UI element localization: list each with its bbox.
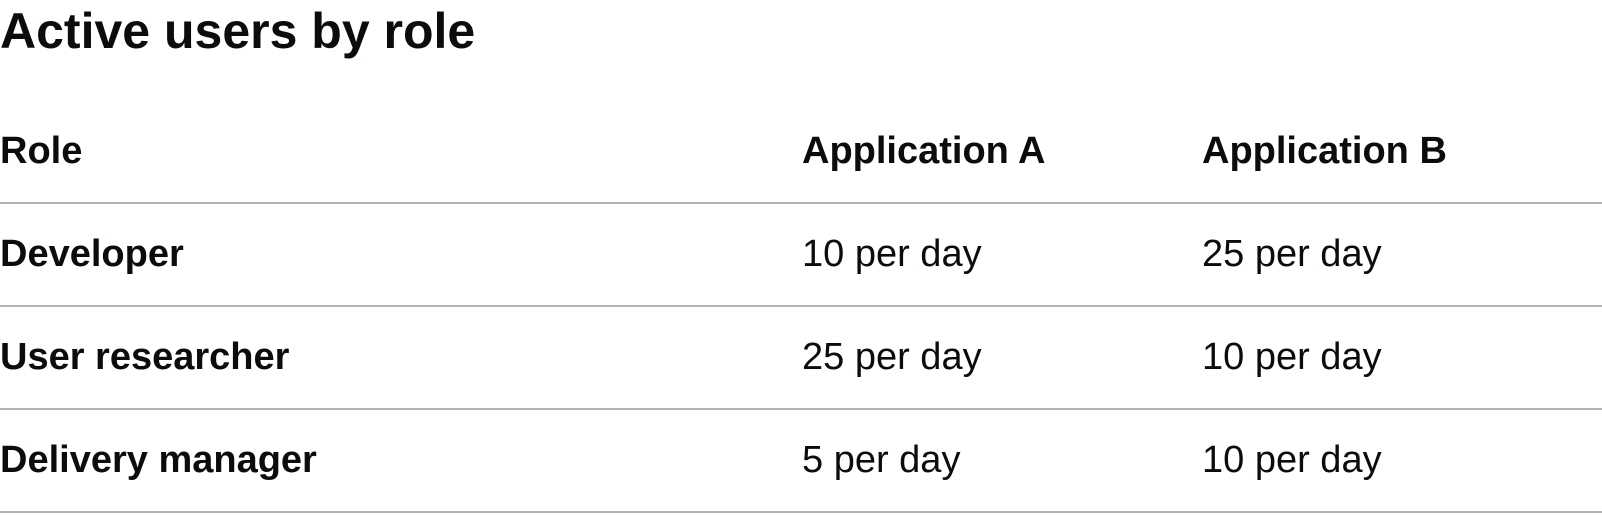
cell-application-b: 25 per day [1202, 203, 1602, 307]
row-header-role: Developer [0, 203, 802, 307]
table-row: Delivery manager 5 per day 10 per day [0, 409, 1602, 513]
table-header-row: Role Application A Application B [0, 100, 1602, 204]
cell-application-b: 10 per day [1202, 409, 1602, 513]
column-header-application-b: Application B [1202, 100, 1602, 204]
cell-application-a: 10 per day [802, 203, 1202, 307]
row-header-role: User researcher [0, 306, 802, 410]
users-by-role-table: Role Application A Application B Develop… [0, 100, 1602, 513]
table-row: User researcher 25 per day 10 per day [0, 306, 1602, 410]
column-header-application-a: Application A [802, 100, 1202, 204]
cell-application-a: 5 per day [802, 409, 1202, 513]
table-row: Developer 10 per day 25 per day [0, 203, 1602, 307]
row-header-role: Delivery manager [0, 409, 802, 513]
cell-application-a: 25 per day [802, 306, 1202, 410]
column-header-role: Role [0, 100, 802, 204]
page-title: Active users by role [0, 3, 476, 59]
cell-application-b: 10 per day [1202, 306, 1602, 410]
